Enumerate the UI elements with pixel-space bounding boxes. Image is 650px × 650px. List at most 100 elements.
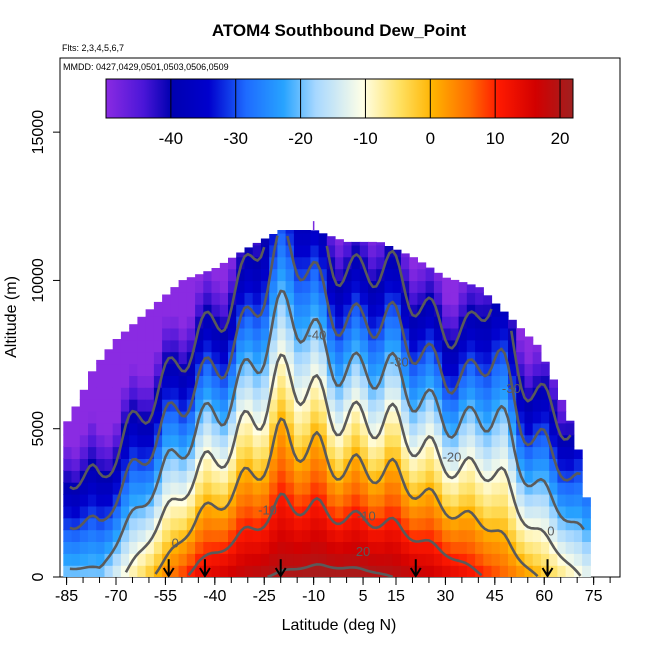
heat-cell <box>359 422 369 436</box>
heat-cell <box>384 517 394 531</box>
heat-cell <box>285 505 295 519</box>
heat-cell <box>104 541 114 554</box>
heat-cell <box>219 553 229 566</box>
heat-cell <box>195 482 204 495</box>
heat-cell <box>219 262 229 270</box>
heat-cell <box>376 280 385 293</box>
heat-cell <box>384 246 394 258</box>
heat-cell <box>269 410 278 424</box>
heat-cell <box>475 470 484 483</box>
heat-cell <box>343 553 353 566</box>
heat-cell <box>450 529 460 542</box>
heat-cell <box>260 458 270 471</box>
heat-cell <box>417 375 427 388</box>
heat-cell <box>137 410 147 424</box>
heat-cell <box>326 553 336 566</box>
heat-cell <box>425 327 435 341</box>
heat-cell <box>483 458 493 471</box>
heat-cell <box>532 529 542 542</box>
heat-cell <box>186 470 196 483</box>
heat-cell <box>573 541 583 554</box>
colorbar-ticks: -40 -30 -20 -10 0 10 20 <box>159 79 569 148</box>
heat-cell <box>384 280 394 293</box>
heat-cell <box>491 327 501 341</box>
heat-cell <box>219 505 229 519</box>
heat-cell <box>417 327 427 341</box>
heat-cell <box>359 256 369 270</box>
heat-cell <box>236 422 245 436</box>
heat-cell <box>351 529 361 542</box>
contour-line <box>124 353 582 577</box>
heat-cell <box>252 529 262 542</box>
heat-cell <box>186 277 196 282</box>
heat-cell <box>211 387 221 400</box>
heat-cell <box>293 494 303 507</box>
heat-cell <box>96 517 105 531</box>
heat-cell <box>351 541 361 554</box>
heat-cell <box>88 422 97 436</box>
heat-cell <box>260 363 270 376</box>
heat-cell <box>293 565 303 577</box>
heat-cell <box>458 327 468 341</box>
heat-cell <box>269 292 278 305</box>
heat-cell <box>79 458 89 471</box>
heat-cell <box>400 505 410 519</box>
heat-cell <box>508 351 517 365</box>
heat-cell <box>211 422 221 436</box>
heat-cell <box>384 256 394 270</box>
heat-cell <box>236 482 245 495</box>
heat-cell <box>302 244 311 258</box>
heat-cell <box>228 316 237 329</box>
heat-cell <box>137 565 147 577</box>
heat-cell <box>433 434 443 448</box>
heat-cell <box>112 422 122 436</box>
heat-cell <box>392 541 402 554</box>
heat-cell <box>285 517 295 531</box>
heat-cell <box>71 406 81 412</box>
heat-cell <box>540 494 550 507</box>
heat-cell <box>392 505 402 519</box>
heat-cell <box>491 434 501 448</box>
heat-cell <box>557 399 567 412</box>
heat-cell <box>260 244 270 258</box>
heat-cell <box>351 399 361 412</box>
heat-cell <box>269 458 278 471</box>
heat-cell <box>211 268 221 270</box>
heat-cell <box>425 387 435 400</box>
heat-cell <box>112 363 122 376</box>
heat-cell <box>359 494 369 507</box>
heat-cell <box>244 387 254 400</box>
heat-cell <box>532 494 542 507</box>
heat-cell <box>409 399 418 412</box>
heat-cell <box>417 280 427 293</box>
heat-cell <box>285 230 295 234</box>
heat-cell <box>409 410 418 424</box>
heat-cell <box>96 470 105 483</box>
heat-cell <box>236 280 245 293</box>
heat-cell <box>491 399 501 412</box>
heat-cell <box>433 316 443 329</box>
heat-cell <box>376 494 385 507</box>
heat-cell <box>79 494 89 507</box>
heat-cell <box>96 565 105 577</box>
heat-cell <box>145 553 155 566</box>
heat-cell <box>491 303 501 305</box>
heat-cell <box>499 375 509 388</box>
heat-cell <box>71 517 81 531</box>
heat-cell <box>186 327 196 341</box>
heat-cell <box>277 505 287 519</box>
heat-cell <box>112 482 122 495</box>
heat-cell <box>120 541 130 554</box>
heat-cell <box>252 517 262 531</box>
heat-cell <box>524 387 534 400</box>
heat-cell <box>466 422 476 436</box>
heat-cell <box>532 363 542 376</box>
heat-cell <box>532 482 542 495</box>
heat-cell <box>466 458 476 471</box>
heat-cell <box>466 494 476 507</box>
heat-cell <box>310 482 320 495</box>
heat-cell <box>211 553 221 566</box>
heat-cell <box>343 280 353 293</box>
heat-cell <box>178 422 188 436</box>
heat-cell <box>195 274 204 281</box>
